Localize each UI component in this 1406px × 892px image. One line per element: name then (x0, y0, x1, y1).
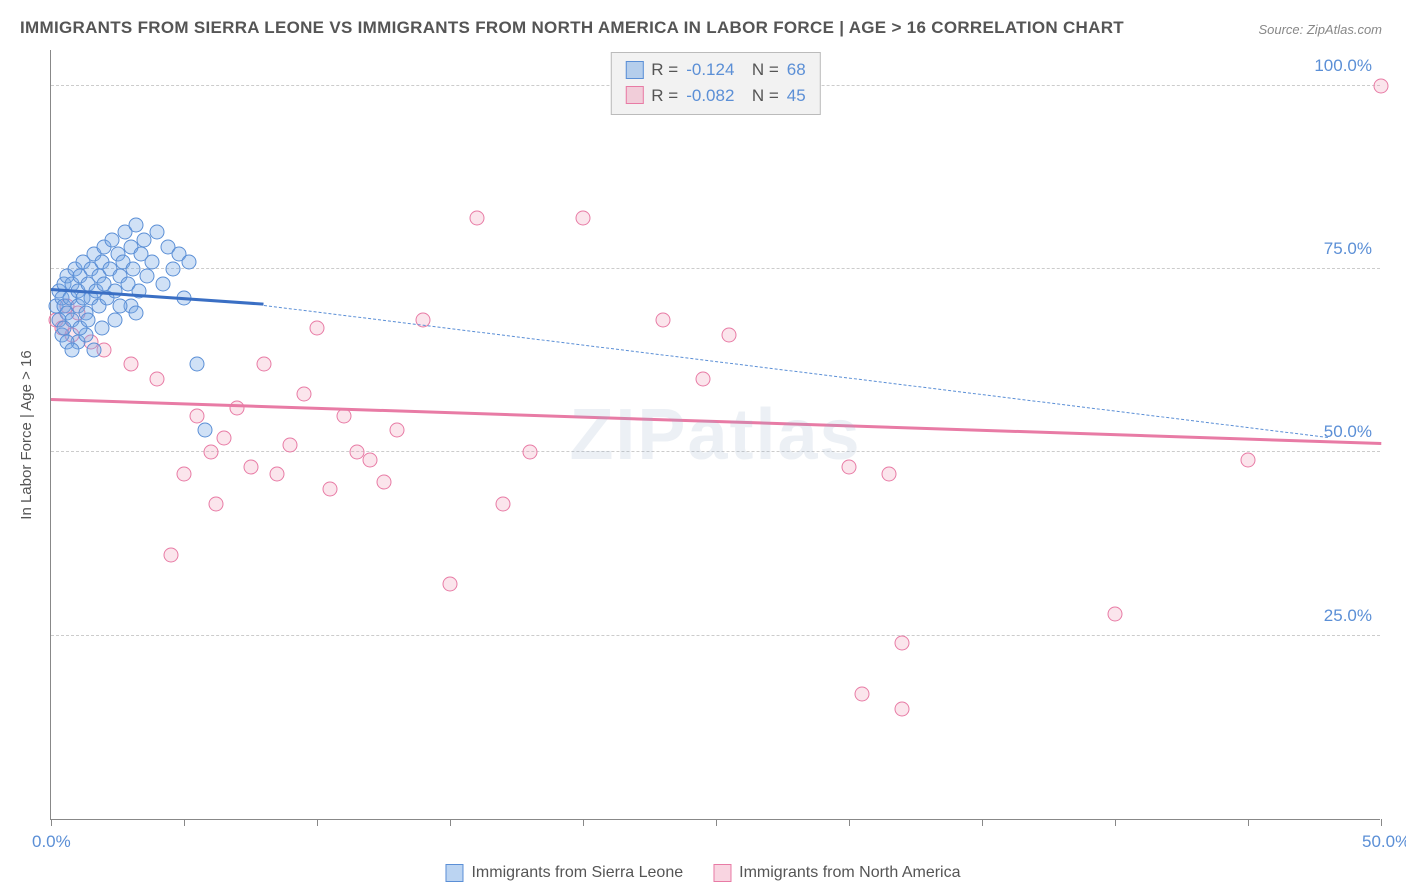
legend-r-label: R = (651, 83, 678, 109)
data-point-pink (576, 210, 591, 225)
data-point-pink (443, 577, 458, 592)
correlation-legend: R = -0.124 N = 68 R = -0.082 N = 45 (610, 52, 820, 115)
data-point-pink (1374, 78, 1389, 93)
data-point-pink (1108, 606, 1123, 621)
data-point-blue (198, 423, 213, 438)
series-legend: Immigrants from Sierra Leone Immigrants … (445, 864, 960, 882)
trend-line (51, 398, 1381, 445)
data-point-blue (129, 218, 144, 233)
plot-area: ZIPatlas R = -0.124 N = 68 R = -0.082 N … (50, 50, 1380, 820)
data-point-pink (216, 430, 231, 445)
data-point-pink (522, 445, 537, 460)
data-point-pink (208, 496, 223, 511)
data-point-pink (243, 460, 258, 475)
data-point-blue (190, 357, 205, 372)
data-point-pink (256, 357, 271, 372)
data-point-blue (166, 262, 181, 277)
data-point-pink (496, 496, 511, 511)
x-tick (982, 819, 983, 826)
x-tick-label: 0.0% (32, 832, 71, 852)
data-point-pink (695, 372, 710, 387)
data-point-pink (283, 438, 298, 453)
data-point-pink (190, 408, 205, 423)
gridline (51, 635, 1380, 636)
trend-line-dashed (264, 305, 1328, 438)
series-label-blue: Immigrants from Sierra Leone (471, 864, 683, 882)
data-point-pink (469, 210, 484, 225)
x-tick (317, 819, 318, 826)
legend-swatch-blue (445, 864, 463, 882)
legend-n-label: N = (742, 57, 778, 83)
y-axis-title: In Labor Force | Age > 16 (18, 350, 35, 519)
x-tick (849, 819, 850, 826)
data-point-pink (1241, 452, 1256, 467)
data-point-blue (94, 320, 109, 335)
x-tick (1381, 819, 1382, 826)
x-tick (450, 819, 451, 826)
x-tick (583, 819, 584, 826)
legend-swatch-blue (625, 61, 643, 79)
legend-n-value-blue: 68 (787, 57, 806, 83)
data-point-blue (155, 276, 170, 291)
data-point-blue (145, 254, 160, 269)
legend-row-pink: R = -0.082 N = 45 (625, 83, 805, 109)
data-point-pink (363, 452, 378, 467)
legend-r-value-blue: -0.124 (686, 57, 734, 83)
legend-r-label: R = (651, 57, 678, 83)
data-point-blue (129, 306, 144, 321)
series-legend-pink: Immigrants from North America (713, 864, 960, 882)
data-point-pink (323, 482, 338, 497)
x-tick (51, 819, 52, 826)
chart-title: IMMIGRANTS FROM SIERRA LEONE VS IMMIGRAN… (20, 18, 1124, 38)
legend-n-value-pink: 45 (787, 83, 806, 109)
data-point-pink (270, 467, 285, 482)
x-tick (1115, 819, 1116, 826)
legend-n-label: N = (742, 83, 778, 109)
source-attribution: Source: ZipAtlas.com (1258, 22, 1382, 37)
data-point-blue (86, 342, 101, 357)
data-point-blue (150, 225, 165, 240)
y-tick-label: 25.0% (1324, 606, 1372, 626)
watermark: ZIPatlas (569, 394, 861, 476)
data-point-blue (113, 298, 128, 313)
data-point-pink (310, 320, 325, 335)
y-tick-label: 75.0% (1324, 239, 1372, 259)
gridline (51, 268, 1380, 269)
data-point-pink (296, 386, 311, 401)
legend-swatch-pink (625, 86, 643, 104)
gridline (51, 451, 1380, 452)
data-point-pink (177, 467, 192, 482)
x-tick (184, 819, 185, 826)
x-tick-label: 50.0% (1362, 832, 1406, 852)
data-point-pink (722, 328, 737, 343)
data-point-pink (842, 460, 857, 475)
x-tick (716, 819, 717, 826)
data-point-pink (389, 423, 404, 438)
data-point-pink (895, 636, 910, 651)
data-point-pink (895, 702, 910, 717)
series-label-pink: Immigrants from North America (739, 864, 960, 882)
data-point-blue (65, 342, 80, 357)
legend-row-blue: R = -0.124 N = 68 (625, 57, 805, 83)
y-tick-label: 50.0% (1324, 422, 1372, 442)
data-point-blue (139, 269, 154, 284)
data-point-pink (376, 474, 391, 489)
data-point-pink (655, 313, 670, 328)
y-tick-label: 100.0% (1314, 56, 1372, 76)
data-point-pink (855, 687, 870, 702)
legend-swatch-pink (713, 864, 731, 882)
data-point-blue (57, 320, 72, 335)
data-point-blue (107, 313, 122, 328)
x-tick (1248, 819, 1249, 826)
data-point-pink (163, 548, 178, 563)
series-legend-blue: Immigrants from Sierra Leone (445, 864, 683, 882)
legend-r-value-pink: -0.082 (686, 83, 734, 109)
data-point-pink (123, 357, 138, 372)
data-point-pink (881, 467, 896, 482)
data-point-pink (150, 372, 165, 387)
data-point-blue (182, 254, 197, 269)
data-point-pink (203, 445, 218, 460)
